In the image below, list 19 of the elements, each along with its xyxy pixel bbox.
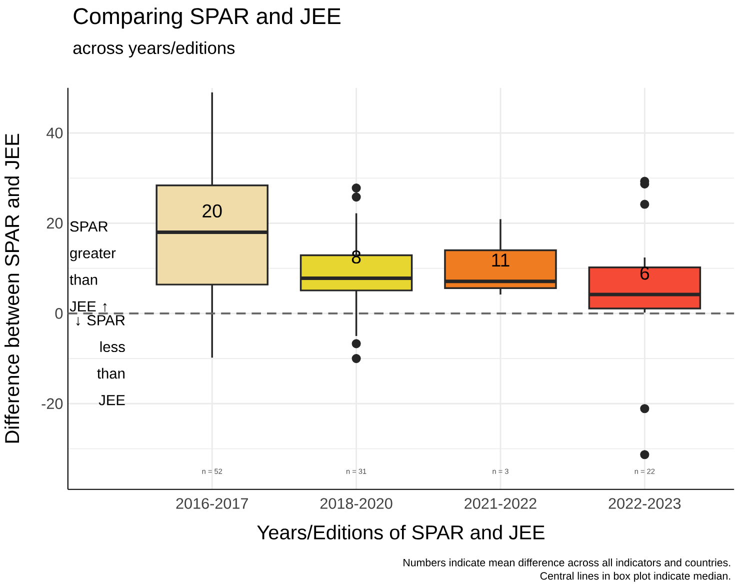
y-tick-label: -20 [42, 398, 63, 409]
annotation: SPAR greater than JEE ↑ [70, 221, 116, 312]
annotation: ↓ SPAR less than JEE [76, 314, 125, 406]
x-tick-label: 2018-2020 [320, 498, 392, 509]
x-tick-label: 2016-2017 [176, 498, 248, 509]
chart-subtitle: across years/editions [73, 41, 235, 58]
annotation: 20 [202, 204, 222, 218]
annotation: 11 [492, 254, 510, 266]
y-tick-label: 0 [55, 308, 63, 319]
text: Central lines in box plot indicate median. [540, 572, 730, 582]
text: Numbers indicate mean difference across all indicators and countries. [404, 558, 730, 566]
x-tick-label: 2022-2023 [608, 498, 681, 509]
y-axis-title: Difference between SPAR and JEE [4, 134, 20, 443]
y-tick-label: 20 [46, 218, 63, 229]
x-tick-label: 2021-2022 [464, 498, 536, 509]
chart-title: Comparing SPAR and JEE [74, 7, 340, 29]
x-axis-title: Years/Editions of SPAR and JEE [257, 524, 544, 540]
y-tick-label: 40 [46, 127, 63, 138]
annotation: 6 [640, 266, 650, 280]
